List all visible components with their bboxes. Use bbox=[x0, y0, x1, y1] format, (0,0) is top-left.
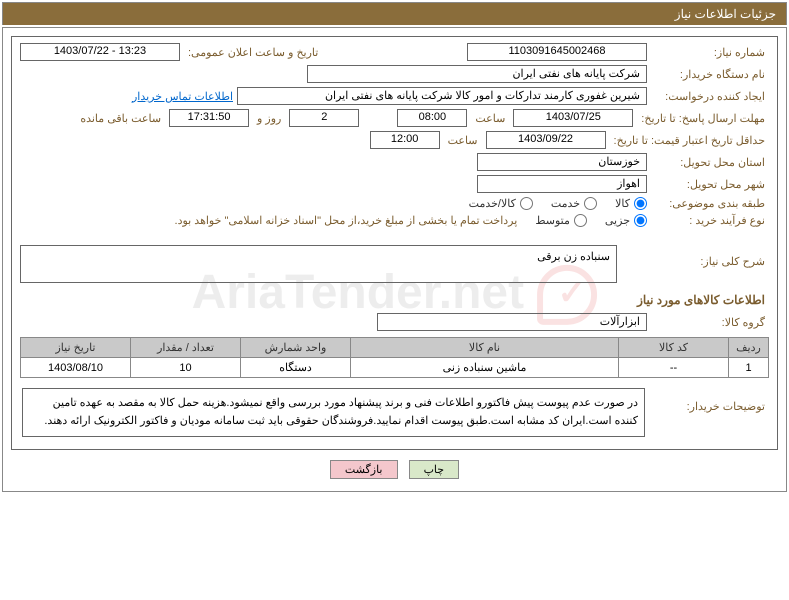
back-button[interactable]: بازگشت bbox=[330, 460, 398, 479]
label-buyer-notes: توضیحات خریدار: bbox=[651, 386, 769, 413]
value-need-no: 1103091645002468 bbox=[467, 43, 647, 61]
radio-medium[interactable] bbox=[574, 214, 587, 227]
value-days-left: 2 bbox=[289, 109, 359, 127]
radio-goods[interactable] bbox=[634, 197, 647, 210]
label-purchase-type: نوع فرآیند خرید : bbox=[651, 214, 769, 227]
label-validity: حداقل تاریخ اعتبار قیمت: تا تاریخ: bbox=[610, 134, 769, 147]
cell-name: ماشین سنباده زنی bbox=[351, 358, 619, 378]
print-button[interactable]: چاپ bbox=[409, 460, 460, 479]
payment-note: پرداخت تمام یا بخشی از مبلغ خرید،از محل … bbox=[175, 214, 518, 227]
value-need-summary: سنباده زن برقی bbox=[20, 245, 617, 283]
radio-service-label: خدمت bbox=[551, 197, 597, 210]
label-topic-class: طبقه بندی موضوعی: bbox=[651, 197, 769, 210]
label-buyer-org: نام دستگاه خریدار: bbox=[651, 68, 769, 81]
label-hour-1: ساعت bbox=[471, 112, 509, 125]
label-city: شهر محل تحویل: bbox=[651, 178, 769, 191]
table-row: 1 -- ماشین سنباده زنی دستگاه 10 1403/08/… bbox=[21, 358, 769, 378]
goods-table: ردیف کد کالا نام کالا واحد شمارش تعداد /… bbox=[20, 337, 769, 378]
radio-partial-label: جزیی bbox=[605, 214, 647, 227]
radio-service[interactable] bbox=[584, 197, 597, 210]
value-deadline-date: 1403/07/25 bbox=[513, 109, 633, 127]
th-unit: واحد شمارش bbox=[241, 338, 351, 358]
cell-row: 1 bbox=[729, 358, 769, 378]
th-name: نام کالا bbox=[351, 338, 619, 358]
value-buyer-org: شرکت پایانه های نفتی ایران bbox=[307, 65, 647, 83]
label-need-summary: شرح کلی نیاز: bbox=[651, 245, 769, 268]
label-province: استان محل تحویل: bbox=[651, 156, 769, 169]
cell-unit: دستگاه bbox=[241, 358, 351, 378]
label-days-and: روز و bbox=[253, 112, 285, 125]
value-validity-time: 12:00 bbox=[370, 131, 440, 149]
cell-need-date: 1403/08/10 bbox=[21, 358, 131, 378]
label-need-no: شماره نیاز: bbox=[651, 46, 769, 59]
cell-qty: 10 bbox=[131, 358, 241, 378]
panel-header: جزئیات اطلاعات نیاز bbox=[2, 2, 787, 25]
section-goods-info: اطلاعات کالاهای مورد نیاز bbox=[24, 293, 765, 307]
value-announce-dt: 1403/07/22 - 13:23 bbox=[20, 43, 180, 61]
form-panel: شماره نیاز: 1103091645002468 تاریخ و ساع… bbox=[11, 36, 778, 450]
radio-goods-label: کالا bbox=[615, 197, 647, 210]
label-remaining: ساعت باقی مانده bbox=[76, 112, 165, 125]
value-province: خوزستان bbox=[477, 153, 647, 171]
th-code: کد کالا bbox=[619, 338, 729, 358]
radio-partial[interactable] bbox=[634, 214, 647, 227]
th-row: ردیف bbox=[729, 338, 769, 358]
label-goods-group: گروه کالا: bbox=[651, 316, 769, 329]
value-city: اهواز bbox=[477, 175, 647, 193]
button-row: چاپ بازگشت bbox=[11, 460, 778, 479]
th-need-date: تاریخ نیاز bbox=[21, 338, 131, 358]
value-time-left: 17:31:50 bbox=[169, 109, 249, 127]
value-requester: شیرین غفوری کارمند تدارکات و امور کالا ش… bbox=[237, 87, 647, 105]
label-announce-dt: تاریخ و ساعت اعلان عمومی: bbox=[184, 46, 322, 59]
label-deadline: مهلت ارسال پاسخ: تا تاریخ: bbox=[637, 112, 769, 125]
value-goods-group: ابزارآلات bbox=[377, 313, 647, 331]
cell-code: -- bbox=[619, 358, 729, 378]
label-hour-2: ساعت bbox=[444, 134, 482, 147]
radio-both[interactable] bbox=[520, 197, 533, 210]
radio-medium-label: متوسط bbox=[535, 214, 587, 227]
value-validity-date: 1403/09/22 bbox=[486, 131, 606, 149]
th-qty: تعداد / مقدار bbox=[131, 338, 241, 358]
radio-both-label: کالا/خدمت bbox=[469, 197, 533, 210]
panel-title: جزئیات اطلاعات نیاز bbox=[675, 7, 776, 21]
value-deadline-time: 08:00 bbox=[397, 109, 467, 127]
label-requester: ایجاد کننده درخواست: bbox=[651, 90, 769, 103]
value-buyer-notes: در صورت عدم پیوست پیش فاکتورو اطلاعات فن… bbox=[22, 388, 645, 437]
outer-panel: شماره نیاز: 1103091645002468 تاریخ و ساع… bbox=[2, 27, 787, 492]
contact-link[interactable]: اطلاعات تماس خریدار bbox=[132, 90, 233, 103]
